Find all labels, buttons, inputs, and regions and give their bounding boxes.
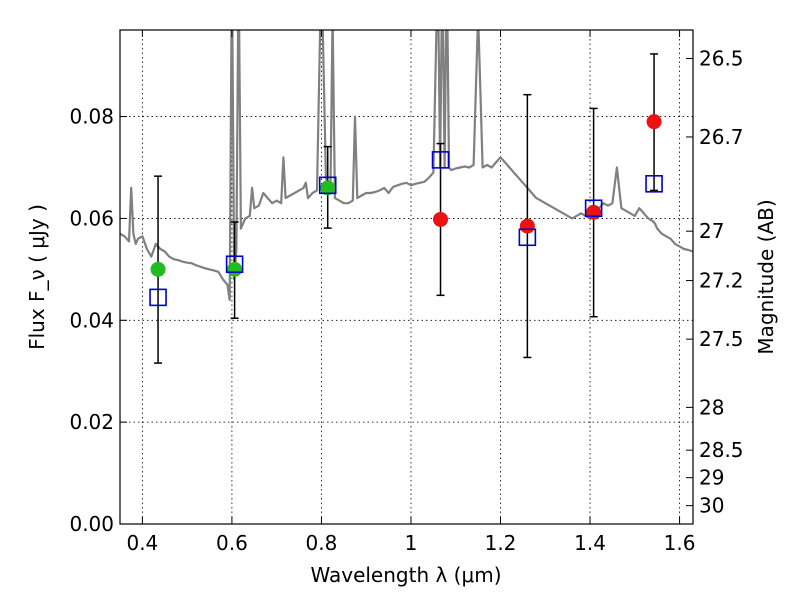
x-axis-label: Wavelength λ (μm)	[310, 563, 501, 587]
right-axis-label: Magnitude (AB)	[754, 199, 778, 354]
model-photometry-box	[225, 255, 244, 274]
right-tick-label: 26.7	[699, 125, 744, 149]
right-tick-label: 28.5	[699, 438, 744, 462]
x-tick-label: 1.2	[485, 531, 517, 555]
right-tick-label: 28	[699, 395, 724, 419]
right-tick-label: 27.2	[699, 269, 744, 293]
grid-lines	[120, 30, 693, 525]
y-tick-label: 0.04	[69, 308, 114, 332]
model-photometry-box	[584, 199, 603, 218]
observed-point	[646, 114, 662, 130]
model-photometry-box	[149, 288, 167, 307]
observed-point	[150, 261, 166, 277]
plot-frame	[119, 29, 694, 525]
x-tick-label: 0.6	[216, 531, 248, 555]
axis-ticks: 0.4 0.6 0.8 1 1.2 1.4 1.6 0.00 0.02 0.04 0.06 0.08 2…	[69, 30, 744, 555]
model-photometry-box	[645, 175, 663, 193]
y-tick-label: 0.06	[69, 206, 114, 230]
y-tick-label: 0.02	[69, 410, 114, 434]
observed-point	[320, 180, 336, 196]
model-photometry-box	[518, 228, 537, 247]
right-tick-label: 26.5	[699, 47, 744, 71]
y-tick-label: 0.00	[69, 512, 114, 536]
right-tick-label: 27	[699, 219, 724, 243]
right-tick-label: 30	[699, 494, 724, 518]
x-tick-label: 0.8	[306, 531, 338, 555]
model-photometry-box	[318, 176, 337, 195]
observed-point	[433, 211, 449, 227]
observed-point	[227, 261, 243, 277]
x-tick-label: 0.4	[126, 531, 158, 555]
y-tick-label: 0.08	[69, 105, 114, 129]
right-tick-label: 29	[699, 466, 724, 490]
model-photometry-layer	[149, 151, 663, 307]
model-photometry-box	[431, 151, 450, 169]
observed-point	[586, 204, 602, 220]
x-tick-label: 1	[405, 531, 418, 555]
x-tick-label: 1.4	[574, 531, 606, 555]
x-tick-label: 1.6	[664, 531, 696, 555]
y-axis-label: Flux F_ν ( μJy )	[25, 204, 49, 350]
right-tick-label: 27.5	[699, 327, 744, 351]
observed-point	[519, 218, 535, 234]
sed-model-layer	[120, 30, 693, 301]
sed-model-line	[120, 30, 693, 301]
observed-points-layer	[150, 114, 662, 277]
